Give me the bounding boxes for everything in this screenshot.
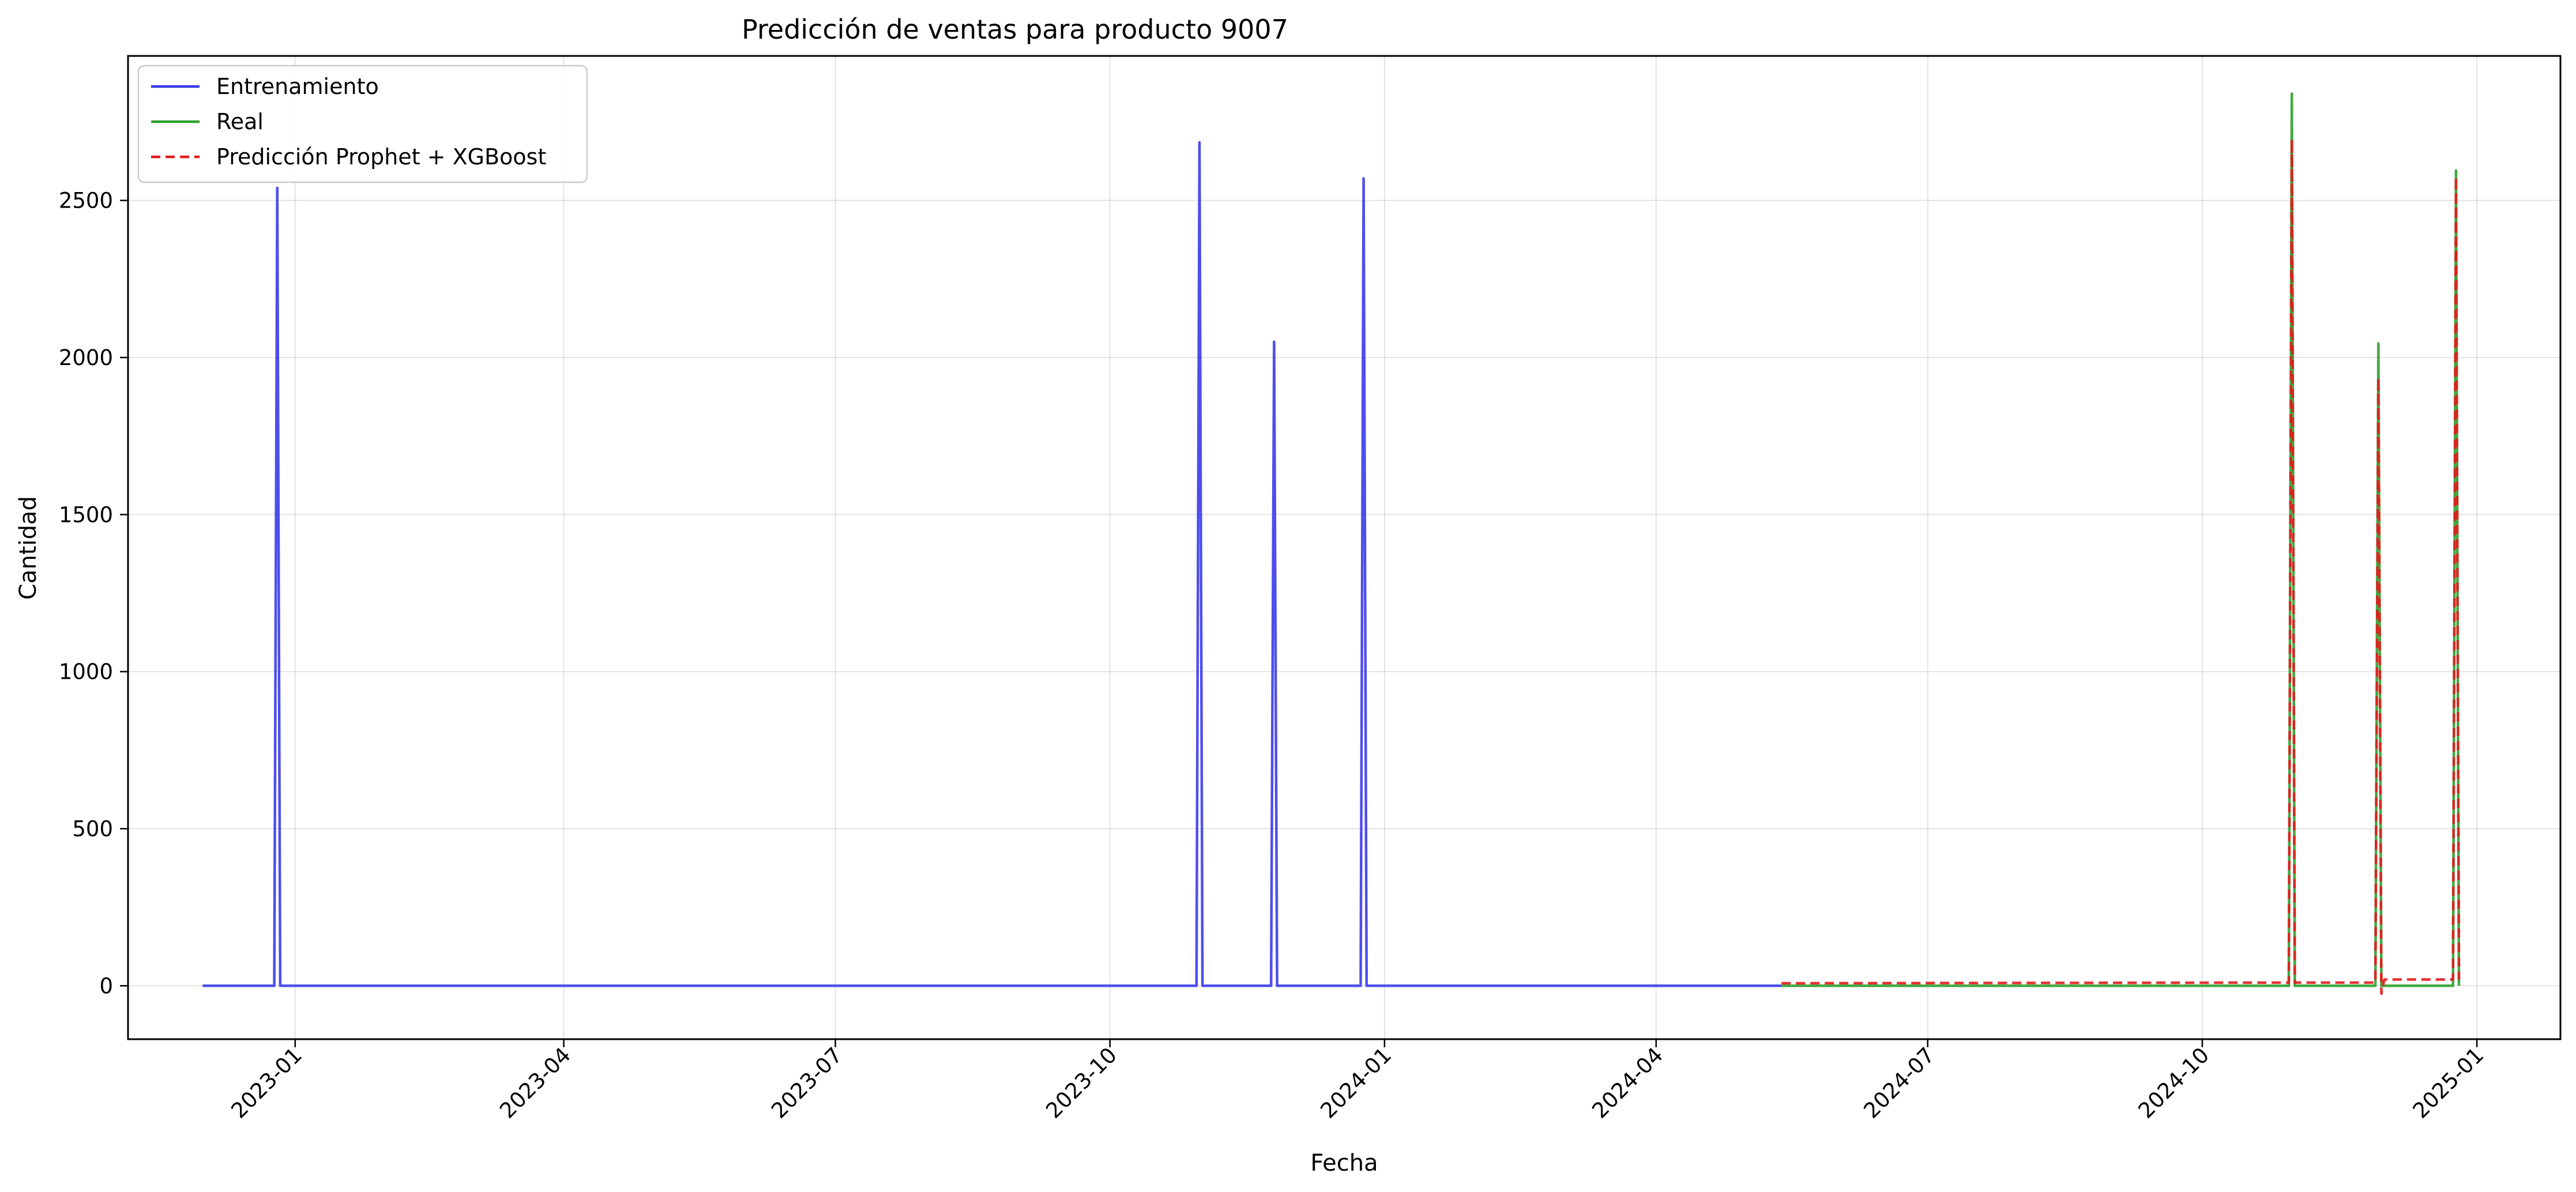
legend-entry-prediccion: Predicción Prophet + XGBoost (216, 144, 546, 170)
y-tick-label: 0 (99, 973, 113, 998)
series-line-0 (202, 141, 1782, 987)
legend: Entrenamiento Real Predicción Prophet + … (137, 65, 588, 183)
chart-title: Predicción de ventas para producto 9007 (742, 14, 1288, 45)
legend-entry-entrenamiento: Entrenamiento (216, 74, 379, 99)
y-tick-label: 1500 (59, 502, 113, 527)
series-line-2 (1781, 138, 2461, 995)
y-tick-label: 1000 (59, 660, 113, 685)
y-tick-label: 2500 (59, 189, 113, 213)
y-axis-label: Cantidad (15, 496, 42, 600)
legend-entry-real: Real (216, 109, 264, 134)
legend-box (137, 65, 588, 183)
x-axis-label: Fecha (1310, 1150, 1378, 1176)
plot-frame (127, 55, 2562, 1040)
series-layer (202, 92, 2461, 995)
y-tick-label: 500 (72, 817, 113, 841)
y-tick-label: 2000 (59, 345, 113, 370)
